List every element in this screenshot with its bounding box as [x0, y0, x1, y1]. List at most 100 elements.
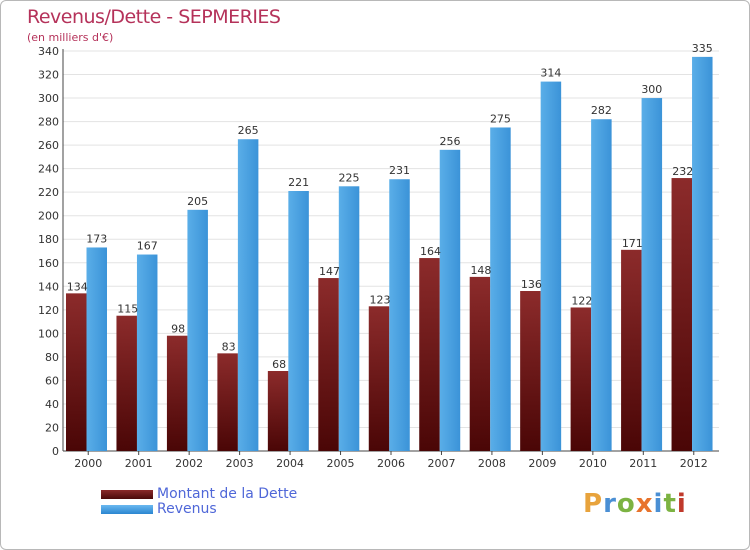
y-tick-label: 180 — [38, 233, 59, 246]
x-tick-label: 2008 — [478, 457, 506, 470]
legend: Montant de la Dette Revenus — [101, 487, 297, 517]
x-tick-label: 2006 — [377, 457, 405, 470]
legend-swatch-revenue — [101, 504, 153, 514]
bar-revenue — [591, 119, 612, 451]
y-tick-label: 0 — [52, 445, 59, 458]
data-label-revenue: 300 — [641, 83, 662, 96]
data-label-revenue: 256 — [439, 135, 460, 148]
x-tick-label: 2010 — [579, 457, 607, 470]
logo-letter: o — [616, 489, 636, 519]
y-tick-label: 120 — [38, 304, 59, 317]
y-tick-label: 300 — [38, 92, 59, 105]
y-tick-label: 320 — [38, 69, 59, 82]
data-label-debt: 148 — [470, 264, 491, 277]
data-label-debt: 115 — [117, 303, 138, 316]
x-tick-label: 2001 — [125, 457, 153, 470]
legend-item-revenue: Revenus — [101, 502, 297, 517]
data-label-debt: 134 — [67, 280, 88, 293]
chart-subtitle: (en milliers d'€) — [27, 31, 114, 44]
bar-revenue — [641, 98, 663, 451]
bar-revenue — [136, 254, 158, 451]
bar-revenue — [338, 186, 360, 451]
data-label-debt: 98 — [171, 323, 185, 336]
bar-debt — [469, 276, 491, 451]
y-tick-label: 140 — [38, 280, 59, 293]
x-tick-label: 2004 — [276, 457, 304, 470]
data-label-revenue: 167 — [137, 240, 158, 253]
bar-debt — [520, 291, 541, 451]
bar-debt — [621, 249, 642, 451]
bar-debt — [116, 315, 137, 451]
bar-revenue — [389, 179, 410, 451]
logo-letter: r — [603, 489, 617, 519]
y-tick-label: 20 — [45, 421, 59, 434]
data-label-revenue: 231 — [389, 164, 410, 177]
data-label-debt: 136 — [521, 278, 542, 291]
data-label-revenue: 173 — [86, 232, 107, 245]
bar-debt — [570, 307, 592, 451]
y-tick-label: 80 — [45, 351, 59, 364]
x-tick-label: 2009 — [528, 457, 556, 470]
y-tick-label: 220 — [38, 186, 59, 199]
x-tick-label: 2012 — [680, 457, 708, 470]
bar-revenue — [288, 191, 309, 451]
x-tick-label: 2007 — [427, 457, 455, 470]
x-tick-label: 2011 — [629, 457, 657, 470]
bar-revenue — [540, 81, 562, 452]
bar-revenue — [237, 139, 259, 451]
data-label-debt: 122 — [571, 294, 592, 307]
bar-revenue — [86, 247, 107, 451]
data-label-debt: 164 — [420, 245, 441, 258]
data-label-revenue: 265 — [238, 124, 259, 137]
bar-revenue — [187, 209, 208, 451]
bar-revenue — [692, 56, 713, 451]
x-tick-label: 2000 — [74, 457, 102, 470]
y-tick-label: 260 — [38, 139, 59, 152]
y-tick-label: 40 — [45, 398, 59, 411]
data-label-debt: 123 — [370, 293, 391, 306]
data-label-revenue: 275 — [490, 112, 511, 125]
data-label-revenue: 282 — [591, 104, 612, 117]
y-tick-label: 160 — [38, 257, 59, 270]
bar-debt — [217, 353, 238, 451]
logo-letter: x — [635, 489, 654, 519]
y-tick-label: 340 — [38, 45, 59, 58]
chart-title: Revenus/Dette - SEPMERIES — [27, 6, 281, 28]
bar-debt — [368, 306, 390, 451]
y-tick-label: 200 — [38, 210, 59, 223]
legend-swatch-debt — [101, 489, 153, 499]
bar-debt — [671, 178, 693, 451]
data-label-revenue: 335 — [692, 42, 713, 55]
bar-debt — [318, 278, 339, 451]
bar-debt — [66, 293, 87, 451]
logo-letter: i — [676, 489, 687, 519]
data-label-debt: 68 — [272, 358, 286, 371]
bar-debt — [419, 258, 440, 451]
y-tick-label: 100 — [38, 327, 59, 340]
bar-debt — [267, 371, 289, 451]
proxiti-logo: Proxiti — [583, 489, 687, 519]
bar-debt — [166, 335, 188, 451]
bar-revenue — [439, 149, 461, 451]
x-tick-label: 2003 — [226, 457, 254, 470]
data-label-revenue: 221 — [288, 176, 309, 189]
y-tick-label: 280 — [38, 116, 59, 129]
legend-label-debt: Montant de la Dette — [157, 486, 298, 502]
data-label-revenue: 225 — [339, 171, 360, 184]
data-label-revenue: 314 — [540, 67, 561, 80]
data-label-debt: 83 — [222, 340, 236, 353]
y-tick-label: 60 — [45, 374, 59, 387]
x-tick-label: 2002 — [175, 457, 203, 470]
y-tick-label: 240 — [38, 163, 59, 176]
data-label-debt: 147 — [319, 265, 340, 278]
data-label-debt: 171 — [622, 237, 643, 250]
logo-letter: P — [583, 489, 604, 519]
logo-letter: t — [663, 489, 677, 519]
legend-item-debt: Montant de la Dette — [101, 487, 297, 502]
data-label-debt: 232 — [672, 165, 693, 178]
bar-revenue — [490, 127, 511, 452]
logo-letter: i — [653, 489, 664, 519]
data-label-revenue: 205 — [187, 195, 208, 208]
